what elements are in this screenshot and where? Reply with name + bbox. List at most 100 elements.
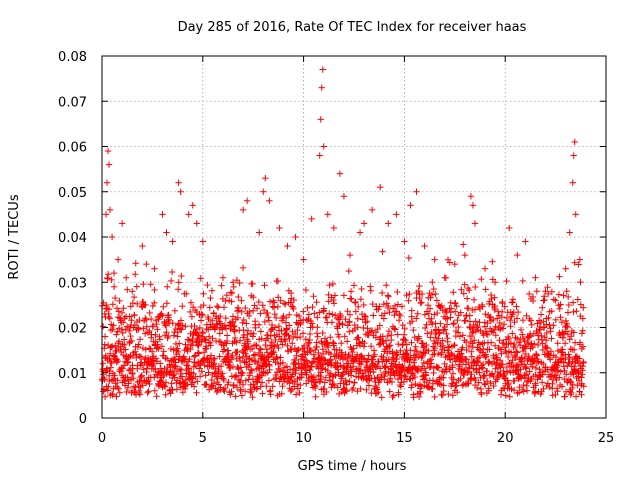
data-point [497, 391, 505, 398]
data-point [441, 346, 448, 354]
data-point [484, 319, 491, 327]
data-point [250, 330, 257, 337]
data-point [361, 367, 369, 374]
data-point [145, 388, 152, 395]
data-point [160, 382, 168, 390]
data-point [105, 313, 112, 321]
data-point [504, 353, 512, 361]
data-point [541, 296, 548, 304]
data-point [425, 347, 432, 355]
data-point [517, 326, 525, 334]
data-point [365, 352, 372, 359]
data-point [499, 300, 506, 307]
data-point [205, 315, 212, 323]
data-point [427, 294, 434, 302]
data-point [539, 340, 546, 347]
data-point [385, 343, 393, 350]
data-point [343, 381, 350, 388]
data-point-peak [346, 251, 354, 259]
data-point [453, 302, 460, 310]
data-point [384, 292, 392, 299]
data-point [415, 335, 423, 342]
data-point [232, 373, 240, 380]
data-point [286, 322, 293, 329]
data-point [446, 259, 454, 266]
data-point [344, 322, 352, 329]
data-point [175, 321, 182, 328]
data-point [122, 346, 129, 353]
data-point [557, 301, 564, 308]
data-point [417, 367, 425, 374]
data-point [454, 348, 462, 355]
data-point [576, 388, 583, 395]
data-point-peak [522, 238, 529, 245]
data-point [139, 382, 146, 389]
data-point [229, 352, 236, 360]
data-point [238, 308, 245, 316]
data-point [334, 325, 341, 332]
data-point [151, 387, 159, 394]
data-point [241, 340, 249, 347]
data-point [505, 379, 512, 387]
data-point [427, 363, 434, 371]
data-point [313, 330, 321, 337]
data-point-peak [393, 211, 400, 218]
data-point [289, 340, 296, 347]
data-point-peak [340, 193, 348, 200]
data-point [110, 322, 117, 329]
data-point [241, 359, 249, 366]
data-point [172, 363, 179, 370]
data-point [489, 258, 496, 265]
data-point [193, 389, 200, 396]
data-point [450, 376, 457, 383]
data-point [207, 352, 215, 359]
data-point [519, 347, 527, 355]
data-point [363, 386, 370, 394]
data-point [137, 353, 145, 361]
data-point [357, 296, 365, 303]
data-point [475, 359, 482, 366]
data-point [437, 320, 444, 327]
data-point [501, 303, 508, 310]
data-point [346, 328, 353, 336]
data-point-peak [407, 202, 414, 209]
data-point [233, 307, 241, 315]
data-point [529, 297, 537, 305]
data-point [413, 315, 420, 322]
data-point [141, 356, 149, 363]
data-point [529, 363, 536, 370]
data-point [403, 341, 410, 348]
data-point [533, 288, 541, 295]
data-point [456, 333, 464, 340]
data-point [428, 291, 436, 298]
data-point [216, 313, 224, 320]
data-point [478, 390, 485, 398]
data-point [261, 282, 268, 289]
data-point-peak [368, 206, 376, 214]
data-point [199, 328, 206, 336]
data-point [330, 340, 338, 347]
data-point [178, 272, 185, 280]
data-point-peak [284, 242, 291, 250]
data-point [154, 341, 161, 348]
data-point [146, 327, 153, 335]
data-point-peak [542, 288, 549, 295]
data-point [115, 308, 122, 315]
data-point [167, 277, 175, 285]
x-axis-label: GPS time / hours [298, 459, 407, 474]
data-point [236, 353, 243, 361]
data-point [385, 327, 393, 335]
y-tick-label: 0.03 [58, 276, 87, 291]
data-point [255, 349, 262, 357]
data-point [354, 387, 361, 395]
data-point [558, 318, 566, 326]
data-point [257, 310, 264, 317]
data-point [302, 380, 310, 387]
data-point [571, 259, 578, 266]
data-point-peak [118, 220, 126, 227]
data-point [478, 364, 486, 371]
data-point-peak [129, 288, 136, 295]
data-point [455, 323, 462, 331]
data-point-peak [104, 147, 112, 155]
data-point [440, 382, 447, 389]
